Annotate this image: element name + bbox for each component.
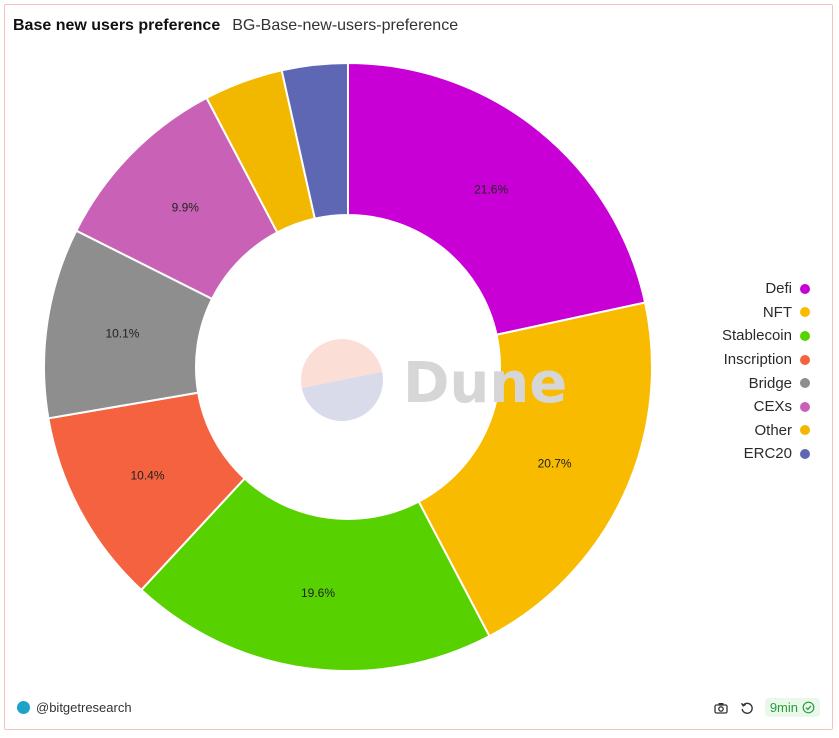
chart-legend: Defi NFT Stablecoin Inscription Bridge CEXs Ot… (670, 277, 810, 466)
camera-icon[interactable] (713, 700, 729, 716)
freshness-text: 9min (769, 700, 798, 715)
legend-item-cexs[interactable]: CEXs (670, 395, 810, 419)
slice-nft[interactable] (417, 301, 653, 638)
legend-item-nft[interactable]: NFT (670, 301, 810, 325)
legend-swatch (800, 448, 810, 459)
slice-label-nft: 20.7% (538, 456, 572, 470)
legend-label: NFT (762, 303, 792, 321)
legend-swatch (800, 378, 810, 389)
slice-label-inscription: 10.4% (131, 469, 165, 483)
legend-label: Stablecoin (721, 327, 792, 345)
legend-label: Inscription (723, 351, 792, 369)
legend-label: ERC20 (743, 445, 792, 463)
donut-chart: 21.6% 20.7% 19.6% 10.4% 10.1% 9.9% Dune (43, 61, 653, 672)
slice-label-cexs: 9.9% (172, 200, 200, 214)
slice-label-stablecoin: 19.6% (301, 586, 335, 600)
legend-swatch (800, 401, 810, 412)
legend-item-stablecoin[interactable]: Stablecoin (670, 324, 810, 348)
legend-item-other[interactable]: Other (670, 419, 810, 443)
legend-item-erc20[interactable]: ERC20 (670, 442, 810, 466)
chart-subtitle: BG-Base-new-users-preference (232, 17, 459, 34)
author-credit[interactable]: @bitgetresearch (17, 700, 132, 715)
legend-label: CEXs (753, 398, 792, 416)
check-circle-icon (802, 701, 815, 714)
footer-actions: 9min (713, 698, 820, 717)
slice-label-bridge: 10.1% (105, 326, 139, 340)
legend-label: Other (754, 421, 792, 439)
author-avatar (17, 701, 30, 714)
legend-item-inscription[interactable]: Inscription (670, 348, 810, 372)
legend-swatch (800, 283, 810, 294)
freshness-badge: 9min (764, 698, 820, 717)
chart-card: Base new users preference BG-Base-new-us… (4, 4, 833, 730)
legend-swatch (800, 425, 810, 436)
legend-item-bridge[interactable]: Bridge (670, 371, 810, 395)
dune-logo-bottom (301, 371, 383, 421)
slice-label-defi: 21.6% (474, 183, 508, 197)
legend-swatch (800, 330, 810, 341)
legend-label: Bridge (748, 374, 792, 392)
legend-swatch (800, 354, 810, 365)
author-name[interactable]: @bitgetresearch (36, 700, 132, 715)
refresh-icon[interactable] (739, 700, 755, 716)
slice-erc20[interactable] (280, 61, 349, 220)
legend-swatch (800, 307, 810, 318)
chart-header: Base new users preference BG-Base-new-us… (13, 17, 458, 35)
legend-label: Defi (765, 280, 792, 298)
dune-watermark-text: Dune (403, 351, 567, 416)
legend-item-defi[interactable]: Defi (670, 277, 810, 301)
slice-stablecoin[interactable] (139, 477, 491, 672)
chart-title: Base new users preference (13, 17, 221, 34)
slice-defi[interactable] (347, 61, 647, 336)
dune-logo-top (301, 339, 383, 389)
